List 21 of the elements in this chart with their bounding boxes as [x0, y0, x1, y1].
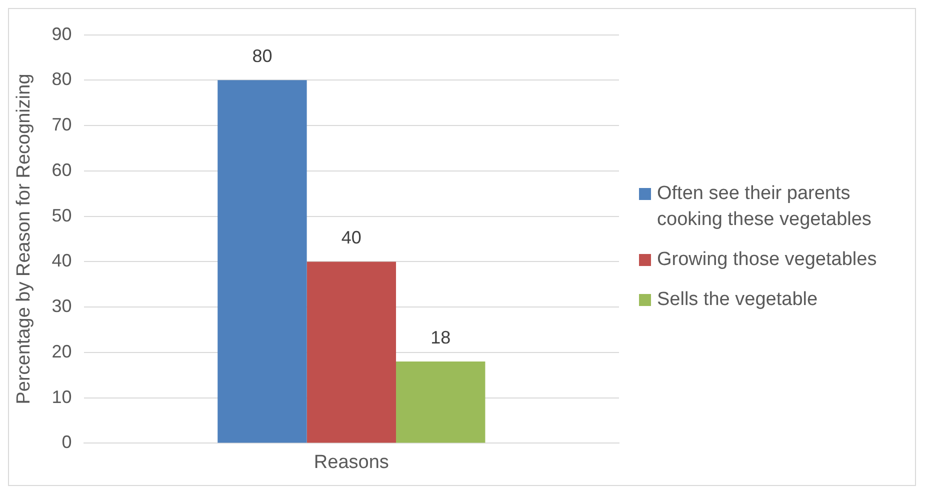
y-tick-label: 50 [52, 205, 72, 226]
y-tick-label: 0 [62, 432, 72, 452]
y-tick-label: 70 [52, 114, 72, 135]
data-label: 18 [430, 327, 451, 348]
data-label: 40 [341, 228, 362, 248]
bar [396, 362, 486, 443]
legend-label: Sells the vegetable [657, 288, 818, 312]
y-axis-title: Percentage by Reason for Recognizing [14, 74, 35, 404]
legend-label: Growing those vegetables [657, 248, 877, 272]
y-tick-label: 20 [52, 341, 72, 362]
y-tick-label: 30 [52, 296, 72, 316]
y-tick-label: 80 [52, 69, 72, 90]
x-tick-label: Reasons [314, 452, 389, 473]
y-tick-label: 40 [52, 250, 72, 271]
y-tick-label: 10 [52, 386, 72, 407]
y-tick-label: 60 [52, 160, 72, 180]
legend-label: Often see their parents cooking these vegetables [657, 182, 872, 232]
y-tick-label: 90 [52, 24, 72, 44]
bar [306, 262, 396, 443]
bar [218, 80, 307, 443]
data-label: 80 [252, 46, 272, 66]
